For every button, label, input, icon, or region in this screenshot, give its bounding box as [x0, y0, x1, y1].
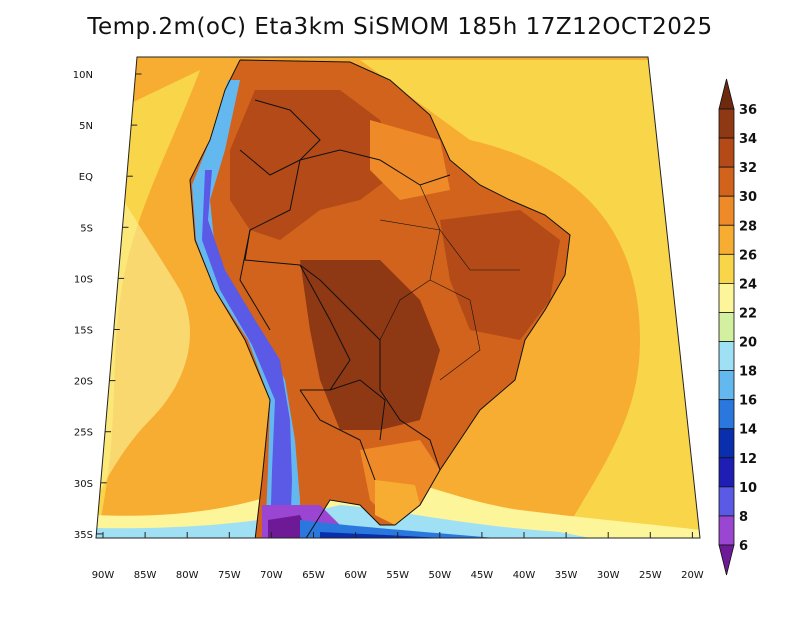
- colorbar-label: 36: [739, 103, 757, 118]
- colorbar-box: [718, 137, 735, 168]
- land-hot-northeast: [440, 210, 560, 340]
- colorbar-box: [718, 282, 735, 313]
- colorbar-box: [718, 341, 735, 371]
- domain-frame: [95, 56, 701, 539]
- colorbar-box: [718, 486, 735, 517]
- brazil-states: [379, 184, 520, 381]
- lat-tick-label: 20S: [74, 377, 93, 388]
- lon-tick-label: 80W: [176, 570, 199, 581]
- lat-tick-label: 5N: [79, 121, 93, 132]
- country-borders: [189, 59, 571, 538]
- land-hot-central: [300, 260, 440, 430]
- continent-outline: [189, 59, 571, 538]
- colorbar-label: 6: [739, 539, 748, 554]
- ocean-mild-east: [360, 60, 700, 538]
- map-domain: [95, 56, 701, 539]
- land-hot-amazon: [230, 90, 400, 240]
- lon-tick-label: 75W: [218, 570, 241, 581]
- colorbar-min-triangle: [718, 544, 735, 576]
- colorbar-box: [718, 428, 735, 459]
- colorbar-box: [718, 195, 735, 226]
- colorbar-box: [718, 224, 735, 255]
- colorbar-label: 16: [739, 394, 757, 409]
- lat-tick-label: 25S: [74, 428, 93, 439]
- lon-tick-label: 65W: [302, 570, 325, 581]
- lat-tick-label: 10S: [74, 274, 93, 285]
- lat-tick-label: EQ: [79, 172, 93, 183]
- patagonia-coldest-patch: [268, 515, 310, 538]
- colorbar-label: 8: [739, 510, 748, 525]
- colorbar-label: 32: [739, 161, 757, 176]
- colorbar-box: [718, 253, 735, 284]
- colorbar-label: 28: [739, 219, 757, 234]
- colorbar-box: [718, 515, 735, 546]
- latitude-axis: 10N 5N EQ 5S 10S 15S 20S 25S 30S 35S: [73, 70, 142, 541]
- colorbar-box: [718, 108, 735, 139]
- colorbar-box: [718, 399, 735, 430]
- colorbar-label: 18: [739, 365, 757, 380]
- colombia-venezuela-border: [239, 99, 321, 176]
- lat-tick-label: 10N: [73, 70, 93, 81]
- colorbar-label: 10: [739, 481, 757, 496]
- colorbar-box: [718, 166, 735, 197]
- lon-tick-label: 25W: [639, 570, 662, 581]
- lon-tick-label: 55W: [386, 570, 409, 581]
- ocean-cold-south: [96, 505, 600, 538]
- colorbar-label: 12: [739, 452, 757, 467]
- lat-tick-label: 5S: [80, 223, 93, 234]
- lon-tick-label: 30W: [597, 570, 620, 581]
- colorbar-box: [718, 312, 735, 342]
- brazil-border: [244, 149, 451, 471]
- colorbar-label: 24: [739, 277, 757, 292]
- longitude-axis: 90W 85W 80W 75W 70W 65W 60W 55W 50W 45W 40W 35W 30W 2…: [92, 532, 704, 581]
- colorbar-label: 26: [739, 248, 757, 263]
- land-warm-guyana: [370, 120, 450, 200]
- colorbar-label: 14: [739, 423, 757, 438]
- andes-very-cold-strip: [202, 170, 292, 538]
- colorbar-label: 30: [739, 190, 757, 205]
- southern-deep-cold: [320, 532, 470, 538]
- colorbar-box: [718, 370, 735, 401]
- lat-tick-label: 15S: [74, 326, 93, 337]
- colorbar-label: 34: [739, 132, 757, 147]
- lat-tick-label: 30S: [74, 479, 93, 490]
- colorbar-box: [718, 457, 735, 488]
- colorbar-label: 22: [739, 306, 757, 321]
- lon-tick-label: 70W: [260, 570, 283, 581]
- peru-bolivia-border: [239, 229, 351, 391]
- lon-tick-label: 35W: [555, 570, 578, 581]
- lon-tick-label: 45W: [471, 570, 494, 581]
- map-title: Temp.2m(oC) Eta3km SiSMOM 185h 17Z12OCT2…: [87, 14, 713, 40]
- lon-tick-label: 85W: [134, 570, 157, 581]
- lon-tick-label: 20W: [681, 570, 704, 581]
- colorbar: 36 34 32 30 28 26 24 22 20 18 16 14 12 10 8 6: [718, 78, 757, 576]
- paraguay-argentina-border: [299, 379, 386, 481]
- lat-tick-label: 35S: [74, 530, 93, 541]
- lon-tick-label: 60W: [344, 570, 367, 581]
- colorbar-label: 20: [739, 336, 757, 351]
- lon-tick-label: 40W: [513, 570, 536, 581]
- lon-tick-label: 50W: [428, 570, 451, 581]
- colorbar-max-triangle: [718, 78, 735, 110]
- lon-tick-label: 90W: [92, 570, 115, 581]
